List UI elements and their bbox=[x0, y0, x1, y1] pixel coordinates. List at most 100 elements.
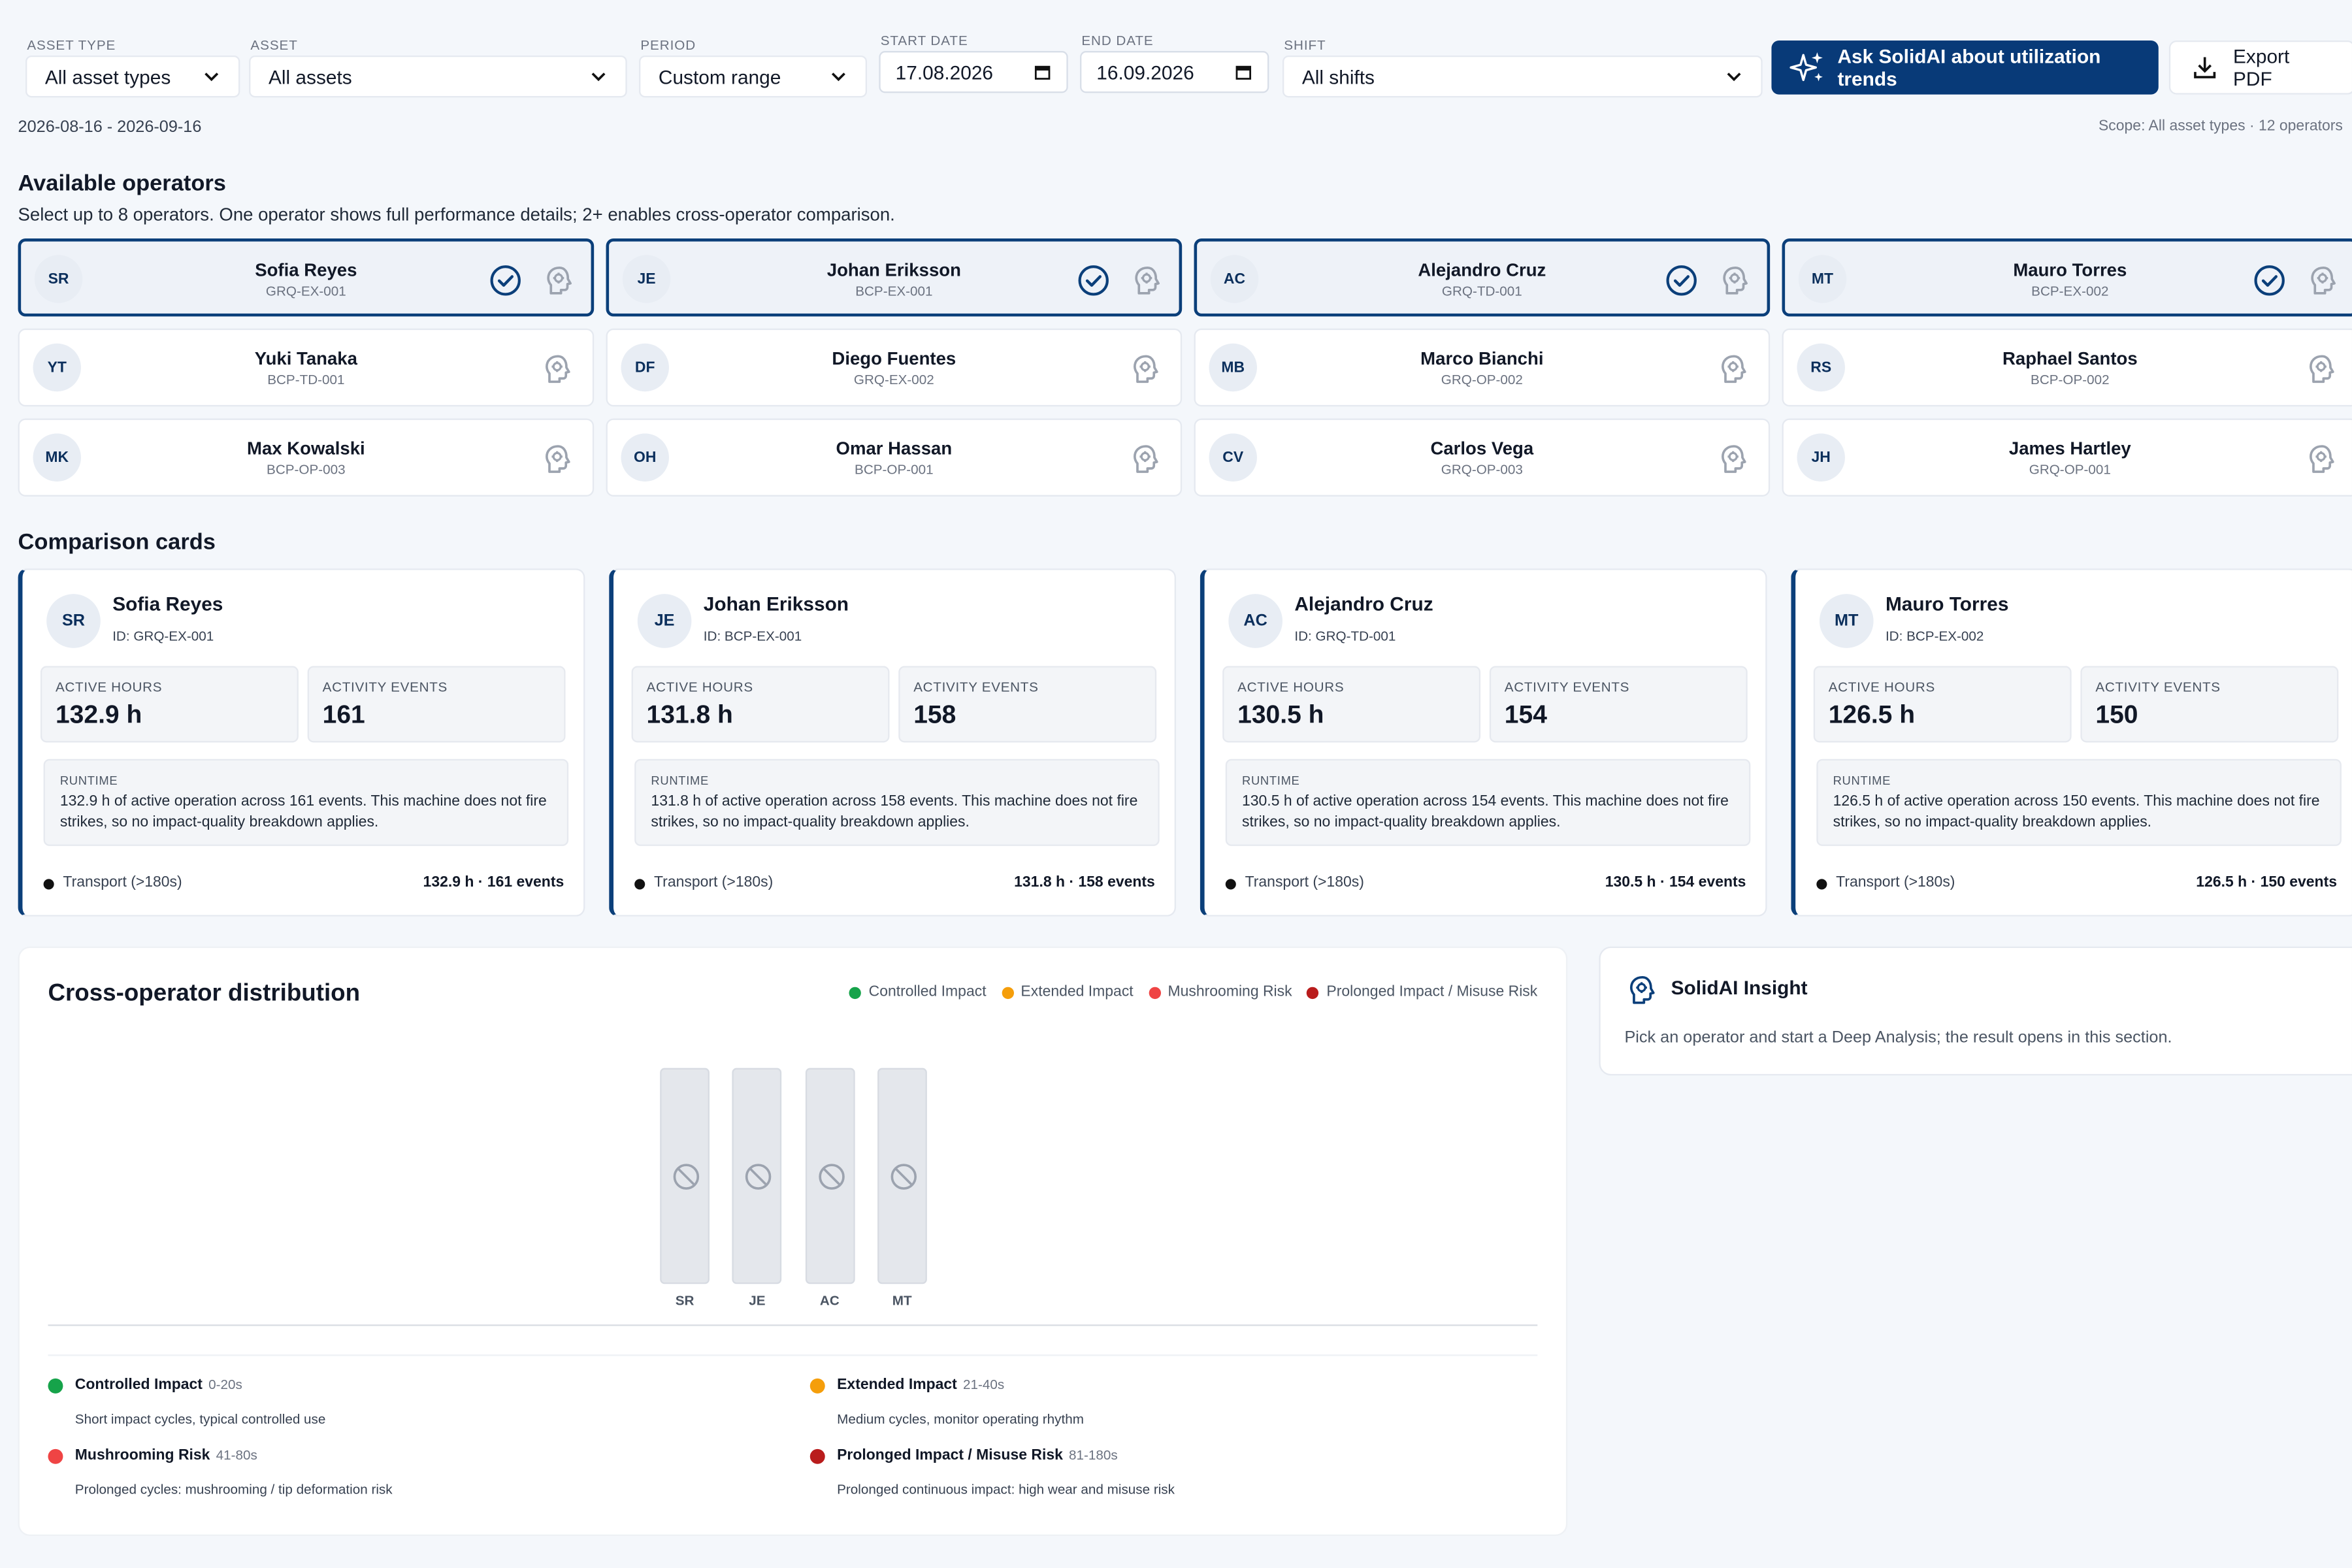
deep-analysis-icon[interactable] bbox=[1131, 264, 1164, 297]
transport-label: Transport (>180s) bbox=[1836, 874, 1955, 891]
operator-chip[interactable]: DF Diego Fuentes GRQ-EX-002 bbox=[606, 328, 1183, 407]
bucket-title: Extended Impact 21-40s bbox=[837, 1377, 1004, 1394]
sparkles-icon bbox=[1789, 52, 1823, 82]
distribution-legend: Controlled Impact Extended Impact Mushroom… bbox=[834, 984, 1537, 1000]
bucket-range: 21-40s bbox=[963, 1377, 1005, 1392]
operator-chip[interactable]: CV Carlos Vega GRQ-OP-003 bbox=[1194, 418, 1771, 497]
deep-analysis-icon[interactable] bbox=[1130, 353, 1163, 386]
insight-text: Pick an operator and start a Deep Analys… bbox=[1624, 1028, 2172, 1047]
deep-analysis-icon[interactable] bbox=[542, 353, 575, 386]
asset-value: All assets bbox=[268, 65, 352, 88]
deep-analysis-icon[interactable] bbox=[1130, 442, 1163, 476]
bucket-dot bbox=[48, 1448, 63, 1464]
period-select[interactable]: Custom range bbox=[639, 55, 868, 98]
operator-id: GRQ-EX-001 bbox=[265, 283, 346, 299]
calendar-icon[interactable] bbox=[1235, 63, 1253, 81]
asset-type-select[interactable]: All asset types bbox=[25, 55, 240, 98]
operator-bar[interactable] bbox=[660, 1068, 710, 1284]
operator-bar[interactable] bbox=[804, 1068, 855, 1284]
deep-analysis-icon[interactable] bbox=[2306, 442, 2339, 476]
stat-value: 158 bbox=[913, 700, 956, 729]
operator-chip[interactable]: MB Marco Bianchi GRQ-OP-002 bbox=[1194, 328, 1771, 407]
operator-bar[interactable] bbox=[877, 1068, 927, 1284]
end-date-input[interactable]: 16.09.2026 bbox=[1080, 51, 1269, 93]
card-operator-id: ID: BCP-EX-002 bbox=[1885, 628, 1984, 644]
deep-analysis-icon[interactable] bbox=[2307, 264, 2340, 297]
operator-id: BCP-OP-003 bbox=[267, 462, 346, 478]
operator-name: Mauro Torres bbox=[2013, 259, 2127, 281]
operator-name: Sofia Reyes bbox=[255, 259, 357, 281]
export-pdf-button[interactable]: Export PDF bbox=[2168, 40, 2352, 95]
operator-id: BCP-OP-002 bbox=[2031, 372, 2110, 387]
ai-brain-icon bbox=[1629, 975, 1655, 1004]
transport-dot bbox=[43, 879, 54, 890]
operator-chip[interactable]: OH Omar Hassan BCP-OP-001 bbox=[606, 418, 1183, 497]
export-pdf-label: Export PDF bbox=[2233, 44, 2290, 90]
operator-chip[interactable]: AC Alejandro Cruz GRQ-TD-001 bbox=[1194, 238, 1771, 317]
avatar: JE bbox=[637, 594, 692, 648]
avatar: MB bbox=[1209, 343, 1257, 392]
check-circle-icon[interactable] bbox=[489, 264, 522, 297]
operator-id: GRQ-OP-003 bbox=[1441, 462, 1523, 478]
avatar: RS bbox=[1797, 343, 1845, 392]
deep-analysis-icon[interactable] bbox=[543, 264, 576, 297]
avatar: CV bbox=[1209, 433, 1257, 482]
deep-analysis-icon[interactable] bbox=[542, 442, 575, 476]
bucket-description: Medium cycles, monitor operating rhythm bbox=[837, 1411, 1084, 1427]
ask-solidai-button[interactable]: Ask SolidAI about utilization trends bbox=[1771, 40, 2159, 95]
legend-item: Extended Impact bbox=[1001, 984, 1134, 1000]
stat-label: ACTIVITY EVENTS bbox=[1504, 679, 1630, 695]
avatar: YT bbox=[33, 343, 81, 392]
operator-chip[interactable]: SR Sofia Reyes GRQ-EX-001 bbox=[18, 238, 595, 317]
avatar: MT bbox=[1819, 594, 1874, 648]
stat-value: 132.9 h bbox=[55, 700, 142, 729]
deep-analysis-icon[interactable] bbox=[2306, 353, 2339, 386]
operator-chip[interactable]: YT Yuki Tanaka BCP-TD-001 bbox=[18, 328, 595, 407]
shift-label: SHIFT bbox=[1284, 37, 1326, 53]
avatar: JH bbox=[1797, 433, 1845, 482]
calendar-icon[interactable] bbox=[1034, 63, 1052, 81]
transport-value: 126.5 h · 150 events bbox=[2196, 874, 2338, 891]
avatar: AC bbox=[1210, 255, 1259, 303]
operator-name: Alejandro Cruz bbox=[1418, 259, 1546, 281]
shift-value: All shifts bbox=[1301, 65, 1375, 88]
card-operator-name: Sofia Reyes bbox=[112, 592, 223, 615]
start-date-input[interactable]: 17.08.2026 bbox=[879, 51, 1068, 93]
check-circle-icon[interactable] bbox=[1077, 264, 1110, 297]
operator-chip[interactable]: JH James Hartley GRQ-OP-001 bbox=[1782, 418, 2352, 497]
card-operator-name: Mauro Torres bbox=[1885, 592, 2009, 615]
asset-select[interactable]: All assets bbox=[249, 55, 627, 98]
operator-bar[interactable] bbox=[732, 1068, 782, 1284]
distribution-panel bbox=[18, 946, 1568, 1537]
deep-analysis-icon[interactable] bbox=[1718, 442, 1751, 476]
transport-value: 131.8 h · 158 events bbox=[1014, 874, 1155, 891]
avatar: SR bbox=[34, 255, 83, 303]
operator-chip[interactable]: JE Johan Eriksson BCP-EX-001 bbox=[606, 238, 1183, 317]
bucket-description: Prolonged continuous impact: high wear a… bbox=[837, 1482, 1175, 1497]
asset-type-label: ASSET TYPE bbox=[27, 37, 116, 53]
date-range-text: 2026-08-16 - 2026-09-16 bbox=[18, 118, 202, 137]
operator-chip[interactable]: RS Raphael Santos BCP-OP-002 bbox=[1782, 328, 2352, 407]
check-circle-icon[interactable] bbox=[1665, 264, 1698, 297]
runtime-box: RUNTIME 132.9 h of active operation acros… bbox=[43, 759, 569, 846]
stat-value: 130.5 h bbox=[1237, 700, 1324, 729]
operator-chip[interactable]: MK Max Kowalski BCP-OP-003 bbox=[18, 418, 595, 497]
bucket-description: Short impact cycles, typical controlled … bbox=[74, 1411, 326, 1427]
runtime-text: 126.5 h of active operation across 150 e… bbox=[1833, 793, 2320, 831]
avatar: MT bbox=[1798, 255, 1847, 303]
bucket-range: 41-80s bbox=[216, 1447, 257, 1463]
bar-label: SR bbox=[675, 1293, 694, 1309]
bucket-dot bbox=[809, 1378, 825, 1394]
deep-analysis-icon[interactable] bbox=[1719, 264, 1752, 297]
stat-label: ACTIVE HOURS bbox=[1828, 679, 1935, 695]
bucket-title: Prolonged Impact / Misuse Risk 81-180s bbox=[837, 1448, 1118, 1464]
runtime-text: 132.9 h of active operation across 161 e… bbox=[59, 793, 547, 831]
check-circle-icon[interactable] bbox=[2253, 264, 2286, 297]
shift-select[interactable]: All shifts bbox=[1282, 55, 1763, 98]
avatar: OH bbox=[621, 433, 669, 482]
operator-name: Carlos Vega bbox=[1430, 438, 1534, 459]
operator-chip[interactable]: MT Mauro Torres BCP-EX-002 bbox=[1782, 238, 2352, 317]
deep-analysis-icon[interactable] bbox=[1718, 353, 1751, 386]
card-operator-name: Alejandro Cruz bbox=[1294, 592, 1433, 615]
transport-dot bbox=[1816, 879, 1827, 890]
